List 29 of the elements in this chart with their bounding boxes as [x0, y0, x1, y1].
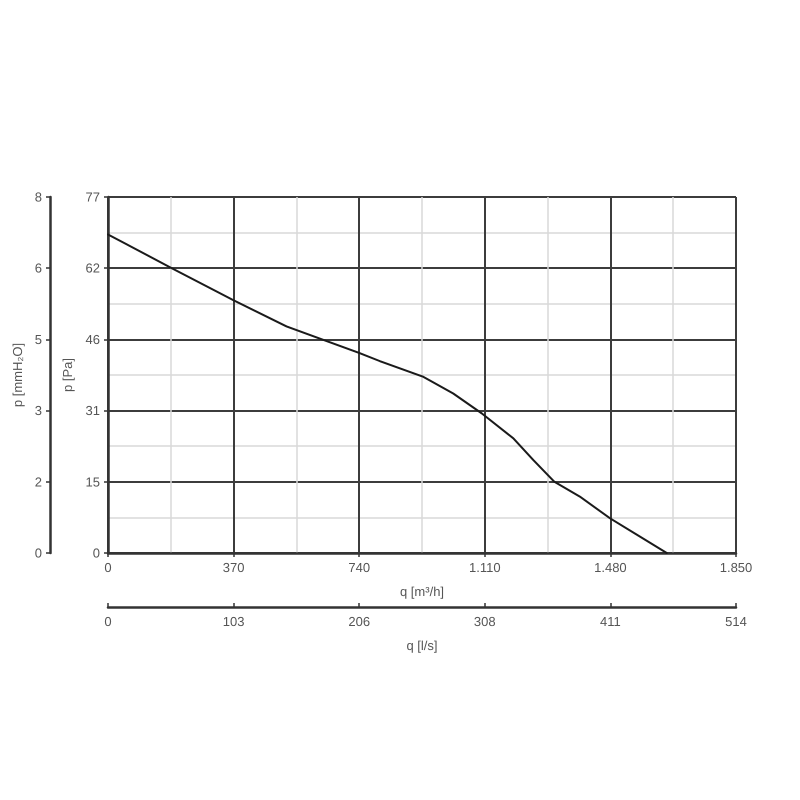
y-tick-label: 77	[86, 190, 100, 204]
x2-tick-label: 0	[104, 614, 112, 629]
x-tick-label: 1.480	[594, 560, 627, 575]
y-axis-title: p [Pa]	[60, 358, 75, 392]
x2-tick-label: 206	[348, 614, 370, 629]
y-tick-label: 31	[86, 403, 100, 418]
x-axis-title: q [m³/h]	[400, 584, 444, 599]
x2-tick-label: 308	[474, 614, 496, 629]
x2-tick-label: 514	[725, 614, 747, 629]
y2-tick-label: 5	[34, 332, 42, 347]
x-tick-label: 0	[104, 560, 112, 575]
x-tick-label: 740	[348, 560, 370, 575]
y-tick-label: 62	[86, 260, 100, 276]
y2-tick-label: 0	[34, 546, 42, 560]
y-tick-label: 0	[92, 546, 100, 560]
y-tick-label: 15	[86, 474, 100, 490]
y-tick-label: 46	[86, 332, 100, 347]
x2-tick-label: 103	[222, 614, 244, 629]
y2-tick-label: 2	[34, 474, 42, 490]
x-tick-label: 1.850	[720, 560, 752, 575]
y2-tick-label: 8	[34, 190, 42, 204]
y2-axis-title: p [mmH₂O]	[10, 342, 25, 408]
line-series	[107, 233, 668, 554]
y2-tick-label: 3	[34, 403, 42, 418]
x2-tick-label: 411	[600, 614, 621, 629]
x2-axis-title: q [l/s]	[406, 638, 438, 653]
y2-tick-label: 6	[34, 260, 42, 276]
x-tick-label: 1.110	[469, 560, 501, 575]
x-tick-label: 370	[222, 560, 244, 575]
